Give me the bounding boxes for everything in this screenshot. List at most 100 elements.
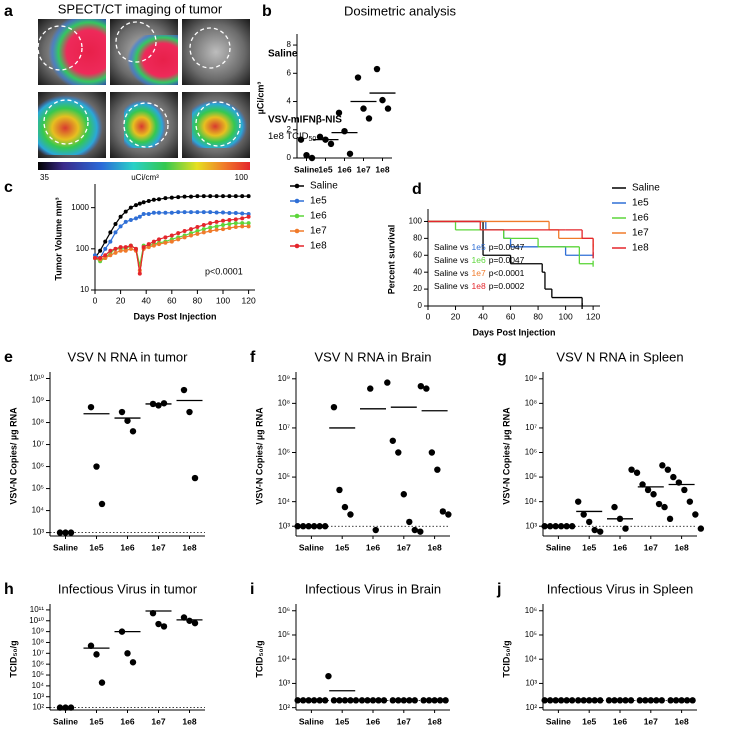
data-point xyxy=(182,235,187,240)
data-point xyxy=(658,697,665,704)
data-point xyxy=(305,523,312,530)
data-point xyxy=(128,205,133,210)
data-point xyxy=(597,528,604,535)
y-tick-label: 8 xyxy=(287,40,292,49)
legend-marker xyxy=(294,183,300,189)
legend-label: 1e6 xyxy=(310,211,327,222)
y-tick-label: 10⁵ xyxy=(278,472,290,481)
x-tick-label: 80 xyxy=(533,311,543,321)
data-point xyxy=(108,248,113,253)
panel-letter: c xyxy=(4,179,13,196)
data-point xyxy=(146,212,151,217)
data-point xyxy=(246,214,251,219)
data-point xyxy=(380,697,388,704)
data-point xyxy=(310,697,318,704)
stat-line: Saline vs 1e8 p=0.0002 xyxy=(434,281,525,291)
data-point xyxy=(666,515,674,523)
x-tick-label: 120 xyxy=(586,311,600,321)
data-point xyxy=(93,253,97,258)
y-tick-label: 10⁴ xyxy=(32,681,45,690)
data-point xyxy=(214,194,219,199)
data-point xyxy=(195,224,200,229)
legend-marker xyxy=(294,243,300,249)
y-tick-label: 40 xyxy=(413,267,422,276)
data-point xyxy=(622,525,629,532)
data-point xyxy=(417,382,425,390)
data-point xyxy=(214,210,219,215)
data-point xyxy=(141,212,146,217)
data-point xyxy=(221,227,225,232)
y-tick-label: 10⁵ xyxy=(525,472,537,481)
data-point xyxy=(93,255,97,260)
y-tick-label: 10³ xyxy=(278,521,290,530)
data-point xyxy=(423,385,430,392)
stat-group: 1e8 xyxy=(472,281,486,291)
y-tick-label: 10² xyxy=(32,703,44,712)
data-point xyxy=(113,250,118,255)
data-point xyxy=(546,697,554,704)
data-point xyxy=(308,154,316,162)
y-tick-label: 10⁷ xyxy=(525,423,537,432)
data-point xyxy=(151,210,156,215)
data-point xyxy=(616,697,624,704)
series-line xyxy=(94,222,249,266)
data-point xyxy=(208,194,213,199)
data-point xyxy=(650,491,657,498)
y-tick-label: 10⁹ xyxy=(525,374,537,383)
y-tick-label: 10⁵ xyxy=(32,484,44,493)
data-point xyxy=(591,697,598,704)
data-point xyxy=(240,216,245,221)
data-point xyxy=(406,518,413,526)
y-tick-label: 10⁹ xyxy=(32,396,44,405)
panel-title: Infectious Virus in Brain xyxy=(305,581,441,596)
x-tick-label: 1e8 xyxy=(675,716,689,726)
stat-prefix: Saline vs xyxy=(434,281,469,291)
y-tick-label: 10¹⁰ xyxy=(29,616,44,625)
data-point xyxy=(195,229,200,234)
data-point xyxy=(160,623,168,630)
x-tick-label: 1e7 xyxy=(644,716,658,726)
data-point xyxy=(655,500,663,508)
y-axis-label: µCi/cm³ xyxy=(255,82,265,115)
stat-line: Saline vs 1e7 p<0.0001 xyxy=(434,268,525,278)
x-tick-label: 1e8 xyxy=(428,716,442,726)
data-point xyxy=(670,473,677,481)
data-point xyxy=(137,271,142,276)
data-point xyxy=(552,697,559,704)
data-point xyxy=(87,642,95,649)
stat-prefix: Saline vs xyxy=(434,268,469,278)
data-point xyxy=(103,255,108,260)
data-point xyxy=(400,697,407,704)
panel-letter: d xyxy=(412,181,422,198)
y-tick-label: 100 xyxy=(409,217,423,226)
data-point xyxy=(330,403,338,411)
data-point xyxy=(182,194,187,199)
panel-letter: f xyxy=(250,349,256,366)
data-point xyxy=(294,697,301,704)
data-point xyxy=(87,403,95,411)
data-point xyxy=(221,222,225,227)
y-tick-label: 60 xyxy=(413,250,422,259)
y-tick-label: 0 xyxy=(418,301,423,310)
data-point xyxy=(189,210,193,215)
data-point xyxy=(303,151,310,159)
y-tick-label: 10⁴ xyxy=(278,654,291,663)
x-tick-label: 1e5 xyxy=(335,542,349,552)
data-point xyxy=(108,230,113,235)
stat-p: p=0.0047 xyxy=(489,242,525,252)
y-axis-label: VSV-N Copies/ µg RNA xyxy=(254,407,264,505)
data-point xyxy=(201,210,206,215)
y-tick-label: 10¹¹ xyxy=(30,605,45,614)
x-tick-label: 120 xyxy=(242,295,256,305)
data-point xyxy=(586,518,593,526)
x-tick-label: 80 xyxy=(193,295,203,305)
y-tick-label: 10² xyxy=(525,703,537,712)
data-point xyxy=(233,224,238,229)
data-point xyxy=(98,500,106,508)
data-point xyxy=(605,697,613,704)
data-point xyxy=(316,133,324,141)
data-point xyxy=(379,96,386,104)
data-point xyxy=(146,245,151,250)
data-point xyxy=(128,243,133,248)
data-point xyxy=(180,386,188,394)
